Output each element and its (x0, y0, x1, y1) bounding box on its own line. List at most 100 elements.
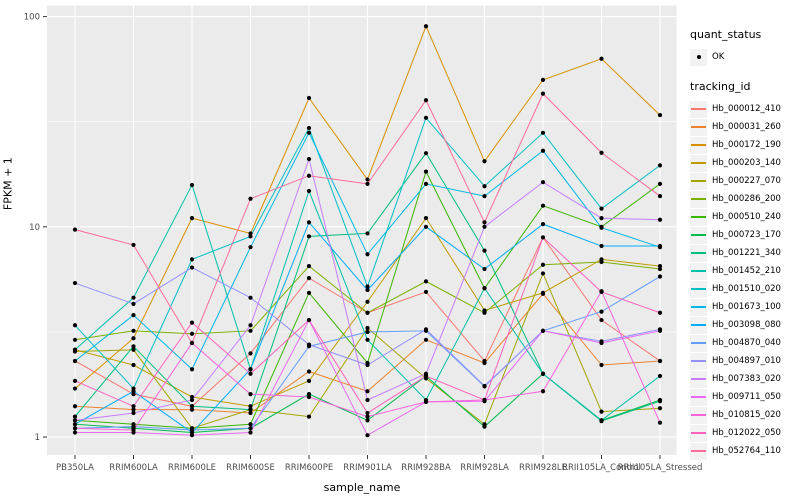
legend-item-label: Hb_001452_210 (712, 266, 781, 276)
data-point (72, 426, 78, 431)
data-point (306, 125, 312, 131)
data-point (365, 433, 370, 438)
data-point (482, 424, 487, 429)
data-point (72, 323, 78, 328)
data-point (365, 252, 370, 257)
data-point (189, 215, 195, 221)
data-point (365, 231, 370, 236)
data-point (189, 367, 195, 372)
data-point (657, 274, 663, 279)
data-point (189, 433, 195, 438)
data-point (657, 181, 663, 186)
data-point (657, 163, 663, 168)
data-point (189, 340, 195, 346)
data-point (131, 407, 136, 412)
legend-item-label: Hb_052764_110 (712, 446, 781, 456)
data-point (482, 193, 487, 199)
series-color-key (690, 298, 707, 316)
legend-item-tracking: Hb_000510_240 (690, 208, 800, 226)
data-point (365, 389, 370, 394)
data-point (248, 371, 253, 376)
x-tick-label: RRIM600LA (109, 463, 158, 473)
x-tick-label: RRIM600PE (285, 463, 333, 473)
series-color-key (690, 406, 707, 424)
data-point (599, 317, 604, 323)
legend-item-label: Hb_000172_190 (712, 140, 781, 150)
x-tick-label: RRIM928BA (401, 463, 451, 473)
legend-item-label: Hb_000012_410 (712, 104, 781, 114)
data-point (423, 115, 429, 120)
data-point (131, 427, 136, 433)
data-point (657, 358, 663, 364)
legend-item-tracking: Hb_000227_070 (690, 172, 800, 190)
data-point (248, 245, 253, 250)
data-point (131, 295, 136, 300)
data-point (657, 217, 663, 222)
data-point (599, 418, 604, 423)
data-point (189, 427, 195, 433)
data-point (540, 91, 546, 96)
data-point (599, 225, 604, 230)
y-tick-label: 10 (29, 223, 40, 233)
legend-item-tracking: Hb_003098_080 (690, 316, 800, 334)
data-point (540, 328, 546, 333)
data-point (540, 222, 546, 227)
series-color-key (690, 388, 707, 406)
data-point (423, 373, 429, 379)
data-point (72, 337, 78, 342)
data-point (131, 336, 136, 341)
data-point (423, 337, 429, 342)
series-color-key (690, 100, 707, 118)
y-tick-label: 1 (35, 433, 40, 443)
ok-point-key (690, 48, 707, 66)
data-point (72, 358, 78, 364)
data-point (657, 373, 663, 379)
data-point (482, 159, 487, 164)
data-point (248, 410, 253, 416)
data-point (72, 414, 78, 419)
series-color-key (690, 172, 707, 190)
series-line-swatch (691, 414, 706, 416)
series-color-key (690, 352, 707, 370)
series-color-key (690, 316, 707, 334)
legend-item-tracking: Hb_009711_050 (690, 388, 800, 406)
data-point (248, 422, 253, 427)
data-point (365, 177, 370, 182)
x-tick-label: RRII105LA_Control (562, 463, 641, 473)
data-point (189, 331, 195, 336)
data-point (540, 130, 546, 135)
data-point (131, 347, 136, 352)
data-point (599, 340, 604, 346)
data-point (131, 328, 136, 333)
series-line-swatch (691, 342, 706, 344)
data-point (189, 182, 195, 188)
data-point (423, 289, 429, 295)
legend-item-ok: OK (690, 48, 800, 66)
legend-quant-status-title: quant_status (690, 28, 762, 41)
data-point (423, 399, 429, 404)
data-point (423, 327, 429, 332)
legend-item-tracking: Hb_004870_040 (690, 334, 800, 352)
data-point (365, 397, 370, 403)
data-point (599, 289, 604, 295)
data-point (423, 151, 429, 156)
series-color-key (690, 370, 707, 388)
series-line-swatch (691, 306, 706, 308)
data-point (599, 409, 604, 414)
data-point (248, 196, 253, 201)
data-point (657, 328, 663, 333)
data-point (599, 150, 604, 155)
data-point (72, 386, 78, 391)
data-point (248, 351, 253, 356)
legend-item-label: Hb_001510_020 (712, 284, 781, 294)
data-point (599, 259, 604, 265)
data-point (365, 325, 370, 331)
legend-item-tracking: Hb_001673_100 (690, 298, 800, 316)
y-tick-label: 100 (24, 13, 40, 23)
legend-quant-status: quant_status OK (690, 28, 800, 66)
data-point (189, 257, 195, 262)
legend-item-label: OK (712, 52, 725, 62)
data-point (599, 206, 604, 211)
series-line-swatch (691, 162, 706, 164)
